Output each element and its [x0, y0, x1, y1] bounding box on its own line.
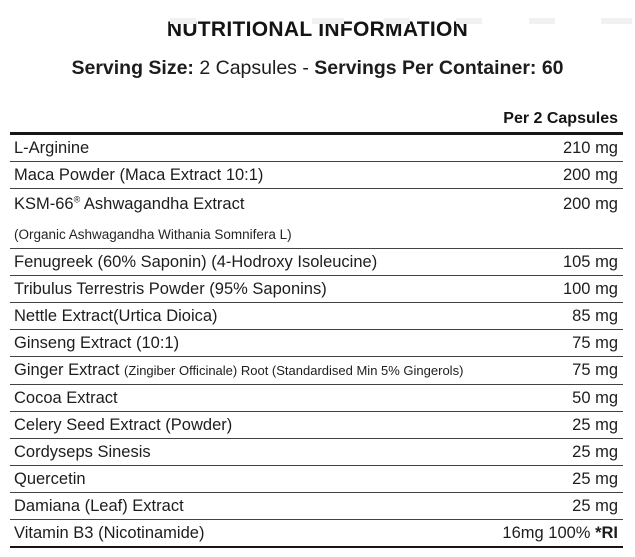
- ingredient-name: Damiana (Leaf) Extract: [14, 497, 184, 515]
- serving-size-value: 2 Capsules -: [193, 57, 315, 79]
- ingredient-name: Cocoa Extract: [14, 389, 118, 407]
- table-row: Celery Seed Extract (Powder) 25 mg: [10, 412, 623, 439]
- ingredient-amount: 25 mg: [572, 497, 618, 515]
- table-row: Quercetin 25 mg: [10, 466, 623, 493]
- ingredient-amount: 25 mg: [572, 470, 618, 488]
- table-row: Cordyseps Sinesis 25 mg: [10, 439, 623, 466]
- ingredient-amount: 75 mg: [572, 334, 618, 352]
- ingredient-amount: 25 mg: [572, 416, 618, 434]
- top-edge-artifact: [384, 18, 410, 24]
- ingredient-amount: 100 mg: [562, 280, 618, 298]
- nutrition-panel: Per 2 Capsules L-Arginine 210 mg Maca Powd…: [10, 110, 623, 548]
- servings-per-container: Servings Per Container: 60: [314, 57, 564, 79]
- ingredient-amount: 200 mg: [562, 166, 618, 184]
- ingredient-name: Fenugreek (60% Saponin) (4-Hodroxy Isole…: [14, 253, 378, 271]
- ingredient-name: Cordyseps Sinesis: [14, 443, 151, 461]
- ingredient-amount: 75 mg: [572, 361, 618, 379]
- table-row: L-Arginine 210 mg: [10, 135, 623, 162]
- table-row: Cocoa Extract 50 mg: [10, 385, 623, 412]
- top-edge-artifact: [456, 18, 482, 24]
- top-edge-artifact: [601, 18, 632, 24]
- ingredient-name: Tribulus Terrestris Powder (95% Saponins…: [14, 280, 327, 298]
- ingredient-amount: 85 mg: [572, 307, 618, 325]
- serving-size-label: Serving Size:: [71, 57, 194, 79]
- table-row: Ginger Extract (Zingiber Officinale) Roo…: [10, 357, 623, 385]
- ingredient-name: Ginseng Extract (10:1): [14, 334, 180, 352]
- serving-info: Serving Size: 2 Capsules - Servings Per …: [0, 57, 635, 80]
- column-header: Per 2 Capsules: [503, 110, 618, 127]
- table-row: Ginseng Extract (10:1) 75 mg: [10, 330, 623, 357]
- table-row: Vitamin B3 (Nicotinamide) 16mg 100% *RI: [10, 520, 623, 548]
- ingredient-amount: 16mg 100% *RI: [502, 524, 618, 542]
- table-row: Damiana (Leaf) Extract 25 mg: [10, 493, 623, 520]
- ingredient-name: L-Arginine: [14, 139, 90, 157]
- ingredient-name: Celery Seed Extract (Powder): [14, 416, 233, 434]
- ingredient-name: Nettle Extract(Urtica Dioica): [14, 307, 218, 325]
- ingredient-amount: 210 mg: [562, 139, 618, 157]
- table-row: KSM-66® Ashwagandha Extract 200 mg (Organi…: [10, 189, 623, 249]
- ingredient-amount: 105 mg: [562, 253, 618, 271]
- ingredient-name: Maca Powder (Maca Extract 10:1): [14, 166, 264, 184]
- ingredient-name: KSM-66® Ashwagandha Extract: [14, 194, 245, 213]
- ingredient-subtext: (Organic Ashwagandha Withania Somnifera …: [14, 227, 292, 242]
- ingredient-amount: 200 mg: [562, 195, 618, 213]
- ingredient-name: Ginger Extract (Zingiber Officinale) Roo…: [14, 361, 464, 379]
- ingredient-name: Quercetin: [14, 470, 86, 488]
- top-edge-artifact: [312, 18, 344, 24]
- top-edge-artifact: [529, 18, 555, 24]
- table-row: Nettle Extract(Urtica Dioica) 85 mg: [10, 303, 623, 330]
- ingredient-amount: 25 mg: [572, 443, 618, 461]
- nutrition-table: L-Arginine 210 mg Maca Powder (Maca Extrac…: [10, 132, 623, 548]
- table-row: Fenugreek (60% Saponin) (4-Hodroxy Isole…: [10, 249, 623, 276]
- table-row: Maca Powder (Maca Extract 10:1) 200 mg: [10, 162, 623, 189]
- table-row: Tribulus Terrestris Powder (95% Saponins…: [10, 276, 623, 303]
- top-edge-artifact: [170, 18, 196, 24]
- ingredient-amount: 50 mg: [572, 389, 618, 407]
- ingredient-name: Vitamin B3 (Nicotinamide): [14, 524, 205, 542]
